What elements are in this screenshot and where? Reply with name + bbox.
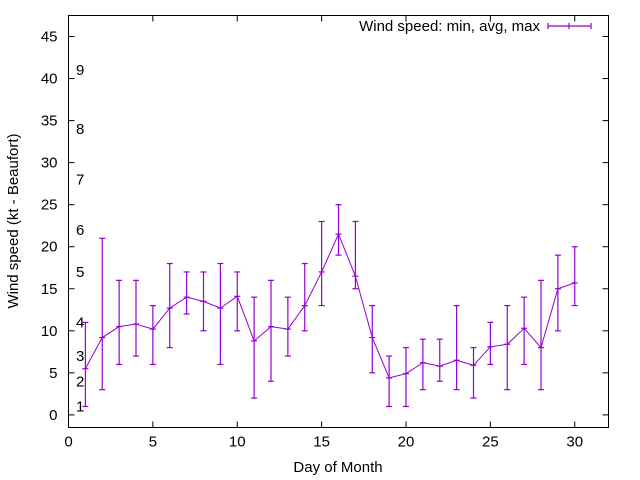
beaufort-label: 7	[76, 171, 84, 188]
y-tick-label: 5	[49, 365, 57, 382]
errorbar-point	[386, 355, 393, 408]
errorbar-point	[133, 279, 139, 357]
beaufort-label: 8	[76, 121, 84, 138]
errorbar-point	[251, 296, 258, 399]
errorbar-point	[234, 271, 241, 332]
x-tick-label: 30	[566, 434, 583, 451]
y-tick-label: 20	[41, 239, 58, 256]
legend-label: Wind speed: min, avg, max	[359, 18, 540, 35]
errorbar-point	[419, 338, 426, 391]
errorbar-point	[504, 304, 511, 391]
errorbar-point	[166, 262, 173, 349]
beaufort-label: 9	[76, 62, 84, 79]
errorbar-point	[487, 321, 494, 366]
errorbar-point	[183, 271, 190, 315]
beaufort-label: 5	[76, 264, 84, 281]
y-tick-label: 0	[49, 407, 57, 424]
errorbar-point	[268, 279, 274, 382]
y-axis-label: Wind speed (kt - Beaufort)	[5, 133, 22, 308]
errorbar-point	[116, 279, 123, 366]
errorbar-point	[521, 296, 528, 366]
y-tick-label: 25	[41, 197, 58, 214]
errorbar-point	[470, 347, 477, 399]
errorbar-point	[335, 204, 342, 256]
errorbar-point	[82, 321, 89, 408]
errorbar-point	[571, 246, 578, 307]
beaufort-label: 3	[76, 348, 84, 365]
errorbar-point	[369, 304, 376, 374]
errorbar-point	[436, 338, 443, 382]
beaufort-label: 4	[76, 314, 84, 331]
errorbar-point	[217, 262, 224, 366]
x-tick-label: 20	[398, 434, 415, 451]
errorbar-point	[301, 262, 308, 332]
errorbar-point	[200, 271, 207, 332]
errorbar-point	[284, 296, 291, 357]
x-tick-label: 0	[64, 434, 72, 451]
beaufort-label: 2	[76, 373, 84, 390]
errorbar-point	[149, 304, 156, 366]
legend-sample	[547, 23, 592, 29]
beaufort-label: 6	[76, 222, 84, 239]
errorbar-point	[352, 220, 359, 290]
beaufort-label: 1	[76, 398, 84, 415]
y-tick-label: 10	[41, 323, 58, 340]
y-tick-label: 15	[41, 281, 58, 298]
y-tick-label: 35	[41, 113, 58, 130]
errorbar-point	[453, 304, 460, 391]
errorbar-point	[99, 237, 106, 391]
plot-frame	[68, 15, 609, 428]
y-tick-label: 40	[41, 71, 58, 88]
legend: Wind speed: min, avg, max	[359, 18, 592, 35]
errorbar-point	[538, 279, 544, 391]
errorbar-point	[554, 254, 561, 332]
x-tick-label: 10	[229, 434, 246, 451]
x-axis-label: Day of Month	[293, 459, 382, 476]
x-tick-label: 5	[149, 434, 157, 451]
avg-line	[84, 232, 575, 379]
x-tick-label: 25	[482, 434, 499, 451]
y-tick-label: 30	[41, 155, 58, 172]
errorbar-point	[403, 347, 409, 408]
y-tick-label: 45	[41, 29, 58, 46]
errorbar-point	[318, 220, 325, 307]
x-tick-label: 15	[313, 434, 330, 451]
